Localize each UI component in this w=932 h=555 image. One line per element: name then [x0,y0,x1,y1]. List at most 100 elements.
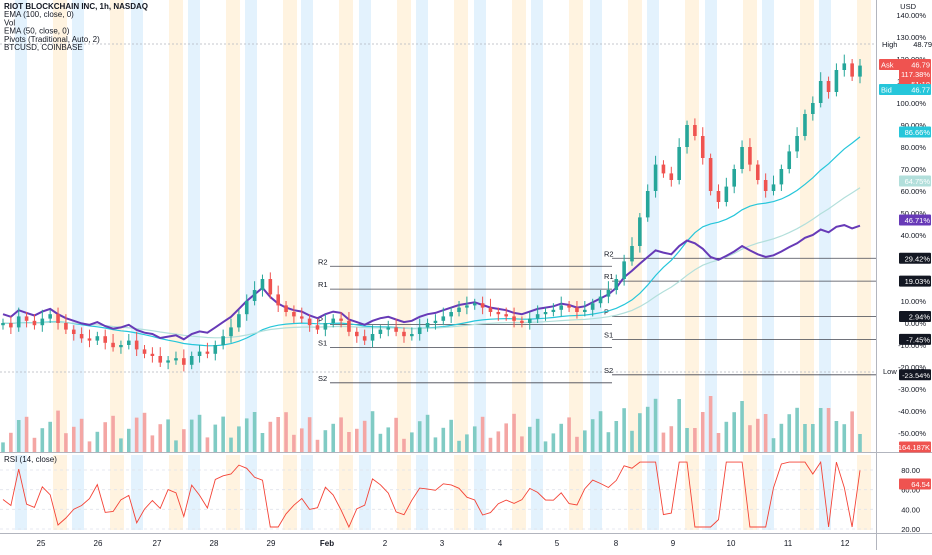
premarket-stripe [416,0,428,452]
candle-body [150,353,155,356]
candle-body [315,325,320,330]
volume-bar [787,414,792,452]
pivot-tag-value: -7.45% [906,335,930,344]
rsi-tick-label: 60.00 [901,486,920,495]
volume-bar [512,413,516,452]
candle-body [307,318,312,326]
candle-body [252,290,257,301]
premarket-stripe [301,0,313,452]
premarket-stripe-rsi [131,455,143,530]
volume-bar [779,423,784,452]
rsi-tag-value: 64.54 [911,480,930,489]
premarket-stripe [131,0,143,452]
candle-body [410,334,414,337]
y-tick-label: 60.00% [901,187,927,196]
candle-body [598,296,603,304]
candle-body [394,327,398,332]
volume-bar [488,437,493,452]
volume-bar [323,430,328,452]
candle-body [858,65,862,77]
candle-body [95,336,100,341]
afterhours-stripe [110,0,124,452]
volume-bar [614,421,619,452]
candle-body [708,158,713,191]
volume-bar [590,419,595,452]
candle-body [229,327,233,337]
afterhours-stripe [283,0,297,452]
candle-body [142,349,147,354]
volume-bar [693,428,697,452]
afterhours-stripe-rsi [743,455,757,530]
premarket-stripe-rsi [474,455,486,530]
btc-path [2,224,861,341]
premarket-stripe-rsi [416,455,428,530]
x-tick-label: 27 [153,539,162,548]
x-tick-label: 5 [555,539,560,548]
volume-bar [142,412,147,452]
pivot-label-old: P [318,316,323,325]
bid-tag-value: 46.77 [911,86,930,95]
ask-tag-label: Ask [881,61,894,70]
y-tick-label: 80.00% [901,143,927,152]
candle-body [795,136,799,152]
rsi-tick-label: 80.00 [901,466,920,475]
volume-bar [480,416,485,452]
afterhours-stripe [53,0,67,452]
premarket-stripe-rsi [359,455,371,530]
candle-body [457,307,461,312]
candle-body [158,356,163,363]
volume-bar [79,418,84,452]
ema100-tag-value: 86.66% [905,128,931,137]
x-tick-label: 9 [671,539,676,548]
candle-body [724,186,729,202]
x-tick-label: 28 [210,539,219,548]
candle-body [189,356,194,365]
volume-bar [685,428,689,452]
btc-line [2,224,861,341]
volume-bar [504,423,508,452]
afterhours-stripe [454,0,468,452]
volume-bar [339,417,343,452]
afterhours-stripe-rsi [283,455,297,530]
candle-body [771,184,776,191]
y-tick-label: 100.00% [896,99,926,108]
candle-body [355,331,359,337]
ask-pct-bg [899,69,931,79]
candle-body [9,323,13,328]
afterhours-stripe [512,0,526,452]
volume-bar [803,424,807,452]
candle-body [56,314,60,323]
volume-bar [276,417,280,452]
legend-item: Vol [4,18,15,27]
vol-tag-value: 164.187K [898,443,930,452]
pivot-tag-value: 19.03% [905,277,931,286]
candle-body [16,316,21,328]
candle-body [284,305,288,312]
volume-bar [645,406,650,452]
volume-bar [299,428,304,452]
volume-bar [307,417,312,452]
pivot-tag-value: -23.54% [902,371,930,380]
premarket-stripe [188,0,200,452]
afterhours-stripe [569,0,583,452]
price-tags: High48.79Ask46.79117.38%51:18Bid46.7786.… [879,40,932,490]
volume-bar [598,411,603,452]
premarket-stripe-rsi [762,455,774,530]
x-tick-label: 3 [440,539,445,548]
candle-body [520,320,524,323]
volume-bar [205,437,210,452]
afterhours-stripe [169,0,183,452]
premarket-stripe [819,0,831,452]
afterhours-stripe-rsi [857,455,871,530]
pivot-label: P [604,308,609,317]
volume-bar [551,433,556,452]
pivot-label-old: S2 [318,374,327,383]
afterhours-stripe [226,0,240,452]
volume-bar [527,426,532,452]
volume-bar [260,433,265,452]
vol-tag-bg [899,441,931,453]
pivot-tag-bg [899,369,931,381]
volume-bar [71,426,76,452]
afterhours-stripe-rsi [53,455,67,530]
